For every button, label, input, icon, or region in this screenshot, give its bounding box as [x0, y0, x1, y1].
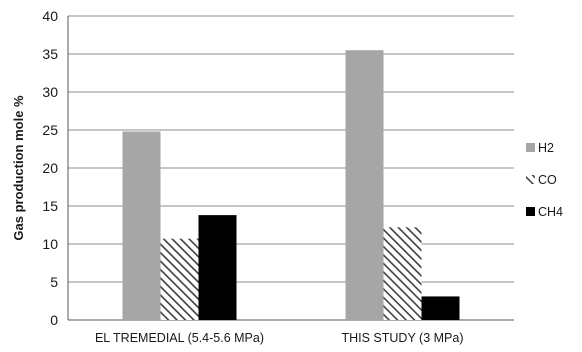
legend-label-h2: H2 — [538, 141, 554, 155]
y-tick-label: 40 — [42, 8, 58, 24]
bar-ch4-2 — [421, 296, 460, 320]
legend-label-co: CO — [538, 173, 557, 187]
y-tick-label: 25 — [42, 122, 58, 138]
y-tick-label: 35 — [42, 46, 58, 62]
y-tick-label: 15 — [42, 198, 58, 214]
x-category-label: EL TREMEDIAL (5.4-5.6 MPa) — [95, 331, 264, 345]
axis-labels: 0 5 10 15 20 25 30 35 40 EL TREMEDIAL (5.4-5.6 MP… — [42, 8, 463, 345]
legend-swatch-h2 — [526, 143, 535, 152]
legend: H2 CO CH4 — [526, 141, 563, 219]
y-tick-label: 10 — [42, 236, 58, 252]
legend-swatch-co — [526, 175, 535, 184]
bar-h2-2 — [345, 50, 384, 320]
legend-label-ch4: CH4 — [538, 205, 563, 219]
y-tick-label: 0 — [50, 312, 58, 328]
bar-co-1 — [160, 238, 199, 320]
bar-ch4-1 — [198, 215, 237, 320]
y-axis-title: Gas production mole % — [11, 95, 26, 241]
bar-co-2 — [383, 227, 422, 320]
y-tick-label: 30 — [42, 84, 58, 100]
y-tick-label: 20 — [42, 160, 58, 176]
x-category-label: THIS STUDY (3 MPa) — [341, 331, 463, 345]
bar-h2-1 — [122, 131, 161, 320]
y-tick-label: 5 — [50, 274, 58, 290]
bars — [122, 50, 460, 320]
legend-swatch-ch4 — [526, 207, 535, 216]
